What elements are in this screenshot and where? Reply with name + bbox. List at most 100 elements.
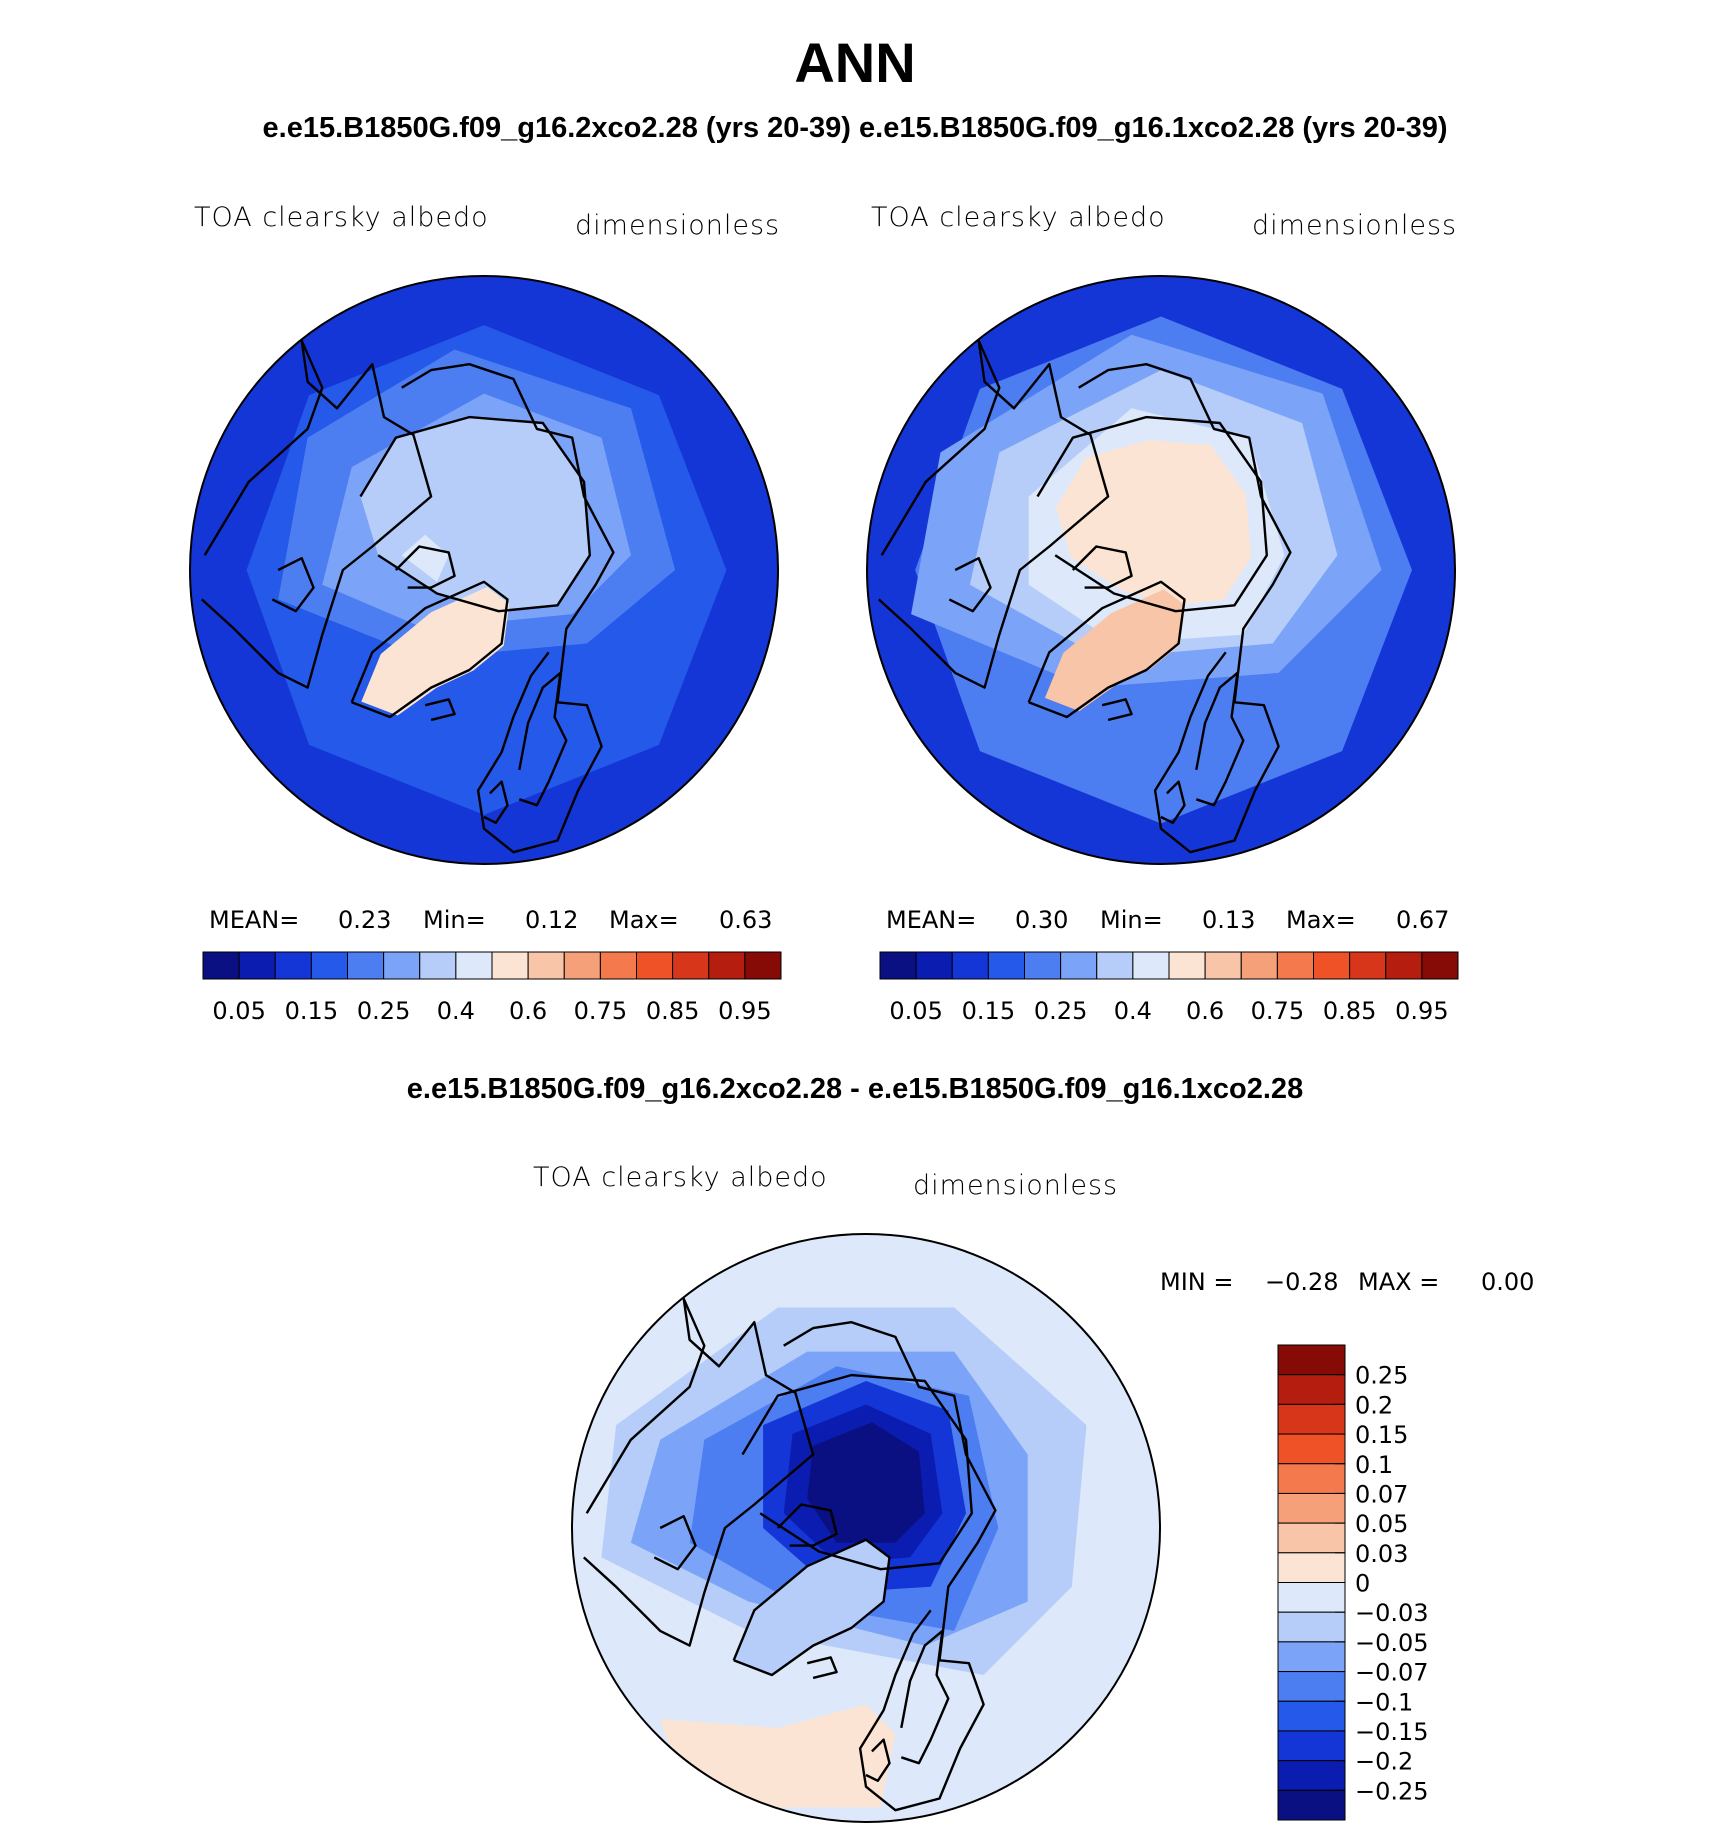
colorbar-swatch: [1277, 1611, 1346, 1643]
panel2-mean-value: 0.30: [1015, 906, 1069, 934]
colorbar-swatch: [1277, 1760, 1346, 1791]
colorbar-tick-label: −0.1: [1355, 1688, 1413, 1716]
colorbar-tick-label: 0.2: [1355, 1391, 1393, 1419]
colorbar-swatch: [636, 951, 674, 980]
colorbar-swatch: [1277, 1374, 1346, 1405]
colorbar-tick-label: 0.05: [1355, 1510, 1408, 1538]
colorbar-swatch: [419, 951, 457, 980]
colorbar-tick-label: 0.15: [1355, 1421, 1408, 1449]
panel2-mean-label: MEAN=: [886, 906, 977, 934]
colorbar-tick-label: 0.1: [1355, 1451, 1393, 1479]
colorbar-swatch: [1277, 1344, 1346, 1376]
panel1-mean-value: 0.23: [338, 906, 392, 934]
panel2-variable-label: TOA clearsky albedo: [871, 202, 1166, 233]
colorbar-swatch: [383, 951, 421, 980]
case-title: e.e15.B1850G.f09_g16.2xco2.28 (yrs 20-39…: [262, 112, 1448, 144]
colorbar-swatch: [1277, 1671, 1346, 1702]
coastline: [582, 1297, 815, 1647]
colorbar-tick-label: 0.75: [1251, 997, 1304, 1025]
panel1-min-value: 0.12: [525, 906, 579, 934]
colorbar-swatch: [238, 951, 276, 980]
contour-region: [911, 334, 1382, 688]
coastline: [783, 1321, 997, 1812]
colorbar-swatch: [347, 951, 385, 980]
colorbar-swatch: [1060, 951, 1098, 980]
colorbar-tick-label: 0.15: [285, 997, 338, 1025]
contour-region: [278, 349, 676, 659]
coastline: [518, 671, 568, 807]
contour-region: [689, 1366, 999, 1631]
contour-region: [969, 370, 1338, 659]
panel3-max-value: 0.00: [1481, 1268, 1535, 1296]
colorbar-tick-label: 0.15: [962, 997, 1015, 1025]
colorbar-swatch: [672, 951, 710, 980]
coastline: [653, 1515, 697, 1571]
contour-region: [360, 417, 590, 612]
coastline: [350, 580, 509, 719]
coastline: [394, 545, 456, 589]
contour-region: [763, 1381, 966, 1593]
colorbar-swatch: [1132, 951, 1170, 980]
colorbar-swatch: [1276, 951, 1314, 980]
contour-region: [401, 534, 449, 582]
map-background: [572, 1234, 1160, 1822]
contour-region: [361, 587, 510, 716]
panel1-max-label: Max=: [609, 906, 679, 934]
colorbar-tick-label: 0.07: [1355, 1480, 1408, 1508]
colorbar-swatch: [1277, 1700, 1346, 1732]
coastline: [948, 557, 992, 613]
colorbar-swatch: [708, 951, 746, 980]
colorbar-swatch: [1277, 1552, 1346, 1583]
coastline: [1101, 698, 1133, 722]
contour-region: [1028, 408, 1285, 644]
coastline: [1160, 780, 1186, 824]
colorbar-swatch: [1277, 1522, 1346, 1554]
colorbar-tick-label: 0.75: [574, 997, 627, 1025]
contour-region: [630, 1351, 1028, 1646]
panel3-min-value: −0.28: [1265, 1268, 1339, 1296]
colorbar-swatch: [455, 951, 493, 980]
page-title: ANN: [794, 31, 916, 94]
colorbar-swatch: [1168, 951, 1206, 980]
colorbar-tick-label: −0.15: [1355, 1718, 1429, 1746]
colorbar-tick-label: 0.25: [357, 997, 410, 1025]
contour-region: [660, 1704, 896, 1808]
panel1-units-label: dimensionless: [575, 210, 781, 241]
coastline: [806, 1656, 838, 1680]
colorbar-swatch: [744, 951, 782, 980]
panel2-max-label: Max=: [1286, 906, 1356, 934]
panel1-max-value: 0.63: [719, 906, 773, 934]
panel2-min-value: 0.13: [1202, 906, 1256, 934]
coastline: [1027, 580, 1186, 719]
contour-region: [246, 325, 727, 815]
colorbar-swatch: [1277, 1641, 1346, 1673]
colorbar-swatch: [1277, 1463, 1346, 1494]
colorbar-tick-label: −0.07: [1355, 1659, 1429, 1687]
colorbar-tick-label: 0.4: [437, 997, 475, 1025]
difference-title: e.e15.B1850G.f09_g16.2xco2.28 - e.e15.B1…: [406, 1073, 1304, 1105]
map-border: [189, 275, 779, 865]
colorbar-tick-label: −0.05: [1355, 1629, 1429, 1657]
colorbar-swatch: [1240, 951, 1278, 980]
coastline: [401, 363, 615, 854]
contour-region: [783, 1404, 943, 1564]
panel1-variable-label: TOA clearsky albedo: [194, 202, 489, 233]
coastline: [271, 557, 315, 613]
colorbar-swatch: [1277, 1582, 1346, 1613]
colorbar-swatch: [1277, 1403, 1346, 1435]
colorbar-swatch: [879, 951, 917, 980]
panel2-max-value: 0.67: [1396, 906, 1450, 934]
colorbar-tick-label: 0.85: [646, 997, 699, 1025]
colorbar-swatch: [951, 951, 989, 980]
colorbar-tick-label: 0.25: [1034, 997, 1087, 1025]
colorbar-swatch: [1204, 951, 1242, 980]
coastline: [200, 339, 433, 689]
colorbar-tick-label: 0.85: [1323, 997, 1376, 1025]
colorbar-swatch: [1096, 951, 1134, 980]
contour-region: [733, 1539, 890, 1675]
colorbar-swatch: [202, 951, 240, 980]
colorbar-tick-label: 0.6: [509, 997, 547, 1025]
colorbar-swatch: [915, 951, 953, 980]
colorbar-swatch: [1277, 1789, 1346, 1821]
colorbar-swatch: [1313, 951, 1351, 980]
